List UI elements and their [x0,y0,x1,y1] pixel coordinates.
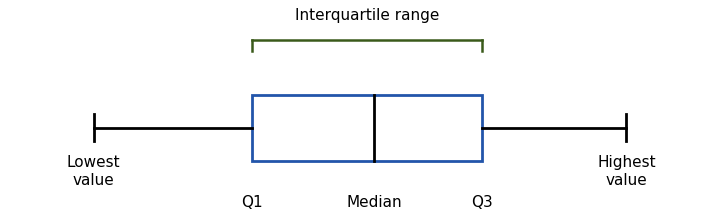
Text: Highest
value: Highest value [597,155,656,188]
Text: Q1: Q1 [241,195,263,210]
Bar [252,95,482,161]
Text: Interquartile range: Interquartile range [295,8,439,23]
Text: Median: Median [346,195,402,210]
Text: Q3: Q3 [472,195,493,210]
Text: Lowest
value: Lowest value [67,155,120,188]
